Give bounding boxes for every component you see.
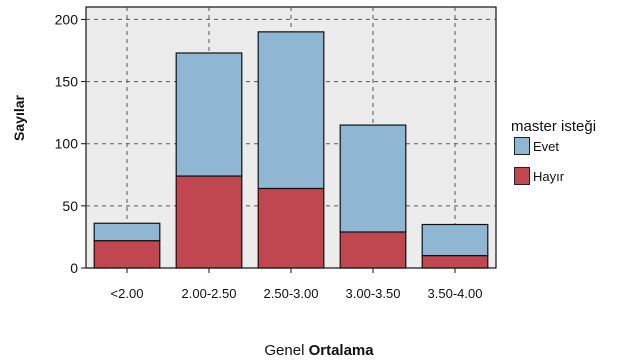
bar-segment xyxy=(421,254,489,269)
bar-segment xyxy=(257,187,325,269)
y-axis: 0 50 100 150 200 xyxy=(55,11,86,276)
legend-swatch-hayir xyxy=(514,167,530,185)
bar-segment xyxy=(257,31,325,190)
x-axis: <2.00 2.00-2.50 2.50-3.00 3.00-3.50 3.50-4.0… xyxy=(111,268,483,301)
legend-swatch-evet xyxy=(514,137,530,155)
y-axis-label: Sayılar xyxy=(11,94,27,140)
legend-label-hayir: Hayır xyxy=(533,168,565,184)
bar-segment xyxy=(175,52,243,177)
x-tick-label: 3.50-4.00 xyxy=(428,286,483,301)
x-tick-label: 2.00-2.50 xyxy=(182,286,237,301)
bar-segment xyxy=(93,240,161,269)
x-tick-label: <2.00 xyxy=(111,286,144,301)
x-axis-label-bold: Ortalama xyxy=(308,342,374,359)
bars xyxy=(93,31,489,269)
bar-segment xyxy=(339,124,407,233)
legend-label-evet: Evet xyxy=(533,138,560,154)
legend-item-evet: Evet xyxy=(514,136,559,156)
legend-title: master isteği xyxy=(511,118,597,135)
x-axis-label: Genel Ortalama xyxy=(0,342,638,359)
bar-segment xyxy=(339,231,407,269)
y-tick-label: 100 xyxy=(55,136,79,152)
bar-segment xyxy=(93,222,161,242)
y-tick-label: 50 xyxy=(62,198,78,214)
y-tick-label: 0 xyxy=(70,260,78,276)
x-tick-label: 3.00-3.50 xyxy=(346,286,401,301)
legend-item-hayir: Hayır xyxy=(514,166,564,186)
bar-segment xyxy=(421,223,489,257)
x-axis-label-prefix: Genel xyxy=(264,342,305,359)
bar-segment xyxy=(175,175,243,269)
x-tick-label: 2.50-3.00 xyxy=(264,286,319,301)
y-tick-label: 150 xyxy=(55,74,79,90)
y-tick-label: 200 xyxy=(55,11,79,27)
